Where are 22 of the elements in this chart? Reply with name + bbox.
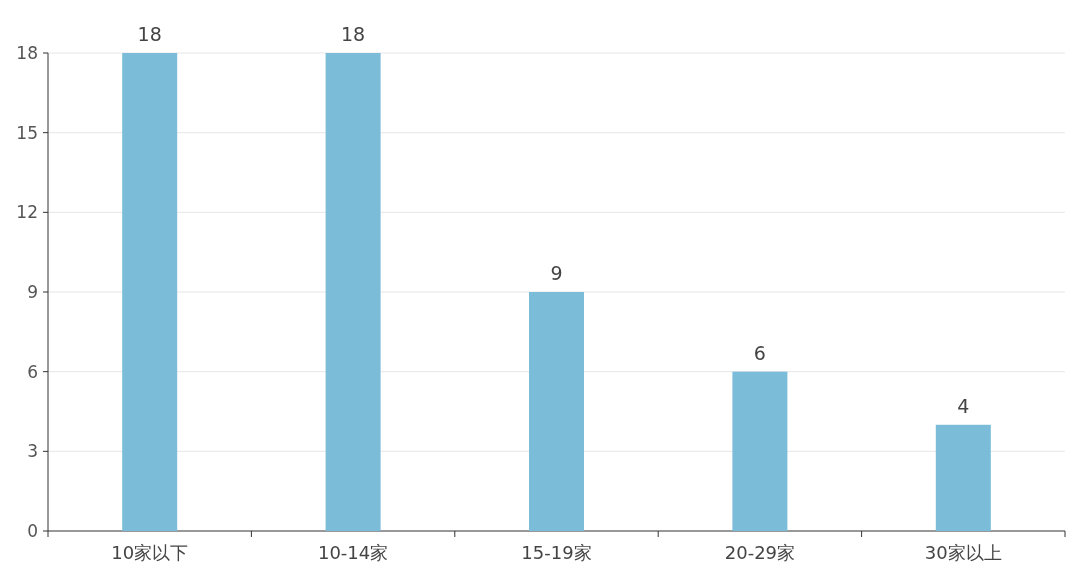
y-tick-label: 0 — [27, 521, 38, 541]
data-label: 4 — [957, 394, 970, 417]
bar — [325, 53, 381, 531]
x-tick-label: 20-29家 — [724, 542, 796, 563]
bar — [732, 371, 788, 531]
bar — [122, 53, 178, 531]
x-tick-label: 10家以下 — [111, 542, 189, 563]
bar — [529, 292, 584, 531]
data-label: 9 — [550, 262, 563, 284]
y-tick-label: 3 — [27, 441, 38, 462]
data-label: 18 — [137, 23, 162, 45]
x-tick-label: 10-14家 — [317, 542, 389, 563]
data-label: 18 — [341, 23, 366, 45]
data-label: 6 — [753, 341, 766, 364]
y-tick-label: 12 — [16, 202, 38, 223]
y-tick-label: 15 — [16, 122, 38, 143]
bar — [935, 424, 991, 531]
x-tick-label: 15-19家 — [521, 542, 592, 563]
x-tick-label: 30家以上 — [924, 542, 1002, 563]
y-tick-label: 18 — [16, 43, 38, 63]
y-tick-label: 6 — [27, 361, 38, 382]
y-tick-label: 9 — [27, 282, 38, 302]
